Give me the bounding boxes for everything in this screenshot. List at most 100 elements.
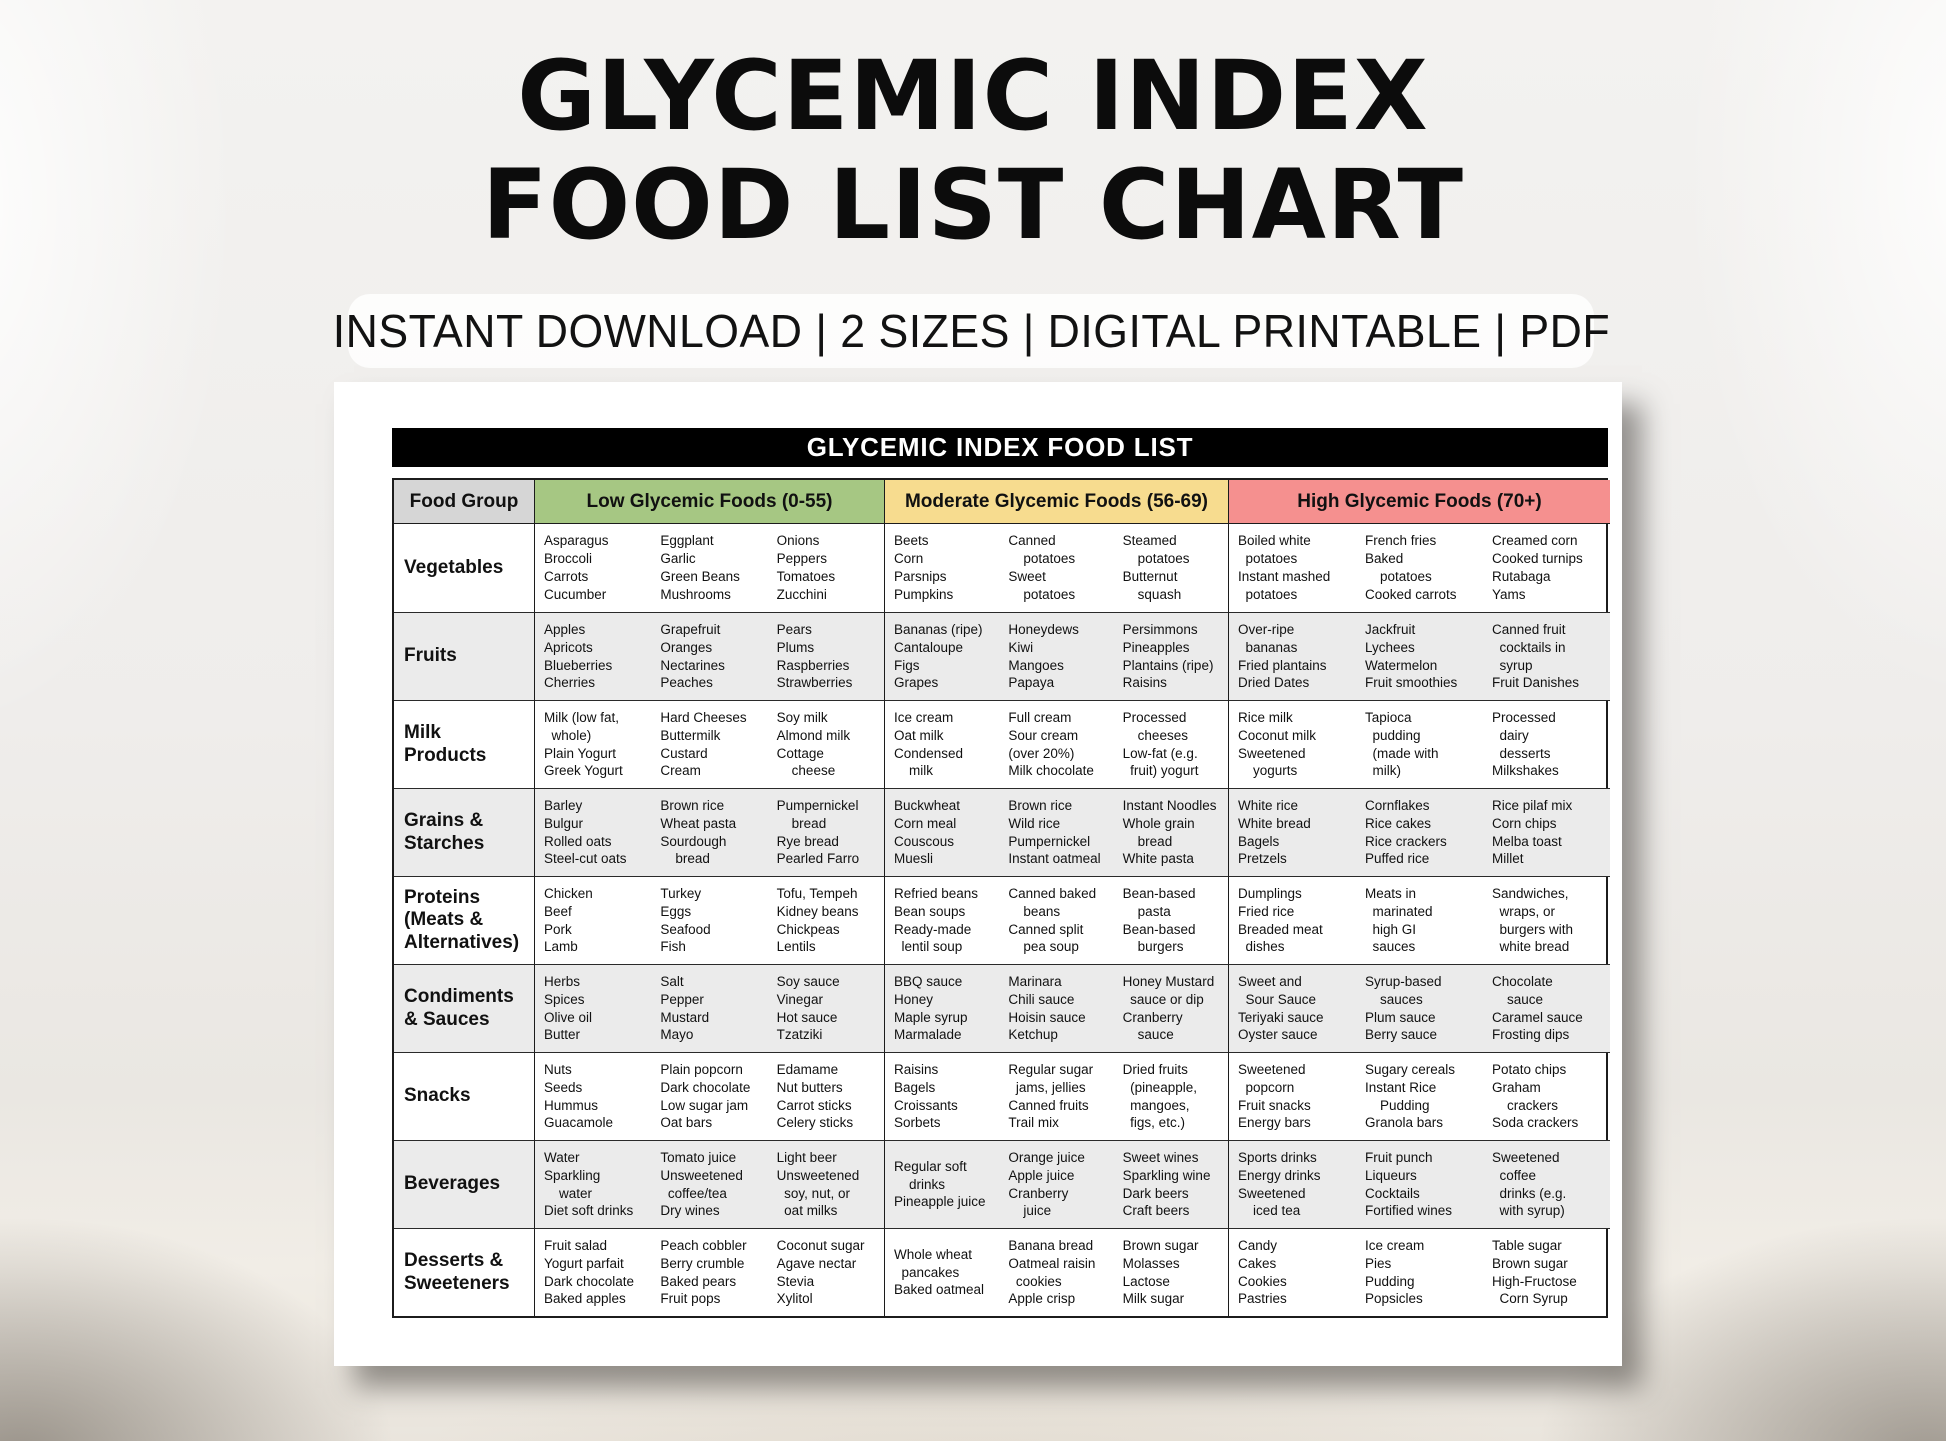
condiments-sauces-moderate-list-1: BBQ sauce Honey Maple syrup Marmalade bbox=[885, 965, 999, 1052]
fruits-high-list-3: Canned fruit cocktails in syrup Fruit Da… bbox=[1483, 613, 1610, 700]
snacks-low-list-1: Nuts Seeds Hummus Guacamole bbox=[535, 1053, 651, 1140]
food-items-text: Potato chips Graham crackers Soda cracke… bbox=[1492, 1061, 1579, 1131]
food-items-text: Meats in marinated high GI sauces bbox=[1365, 885, 1433, 955]
food-items-text: Barley Bulgur Rolled oats Steel-cut oats bbox=[544, 797, 627, 867]
gi-table: Food Group Low Glycemic Foods (0-55) Moder… bbox=[392, 478, 1610, 1318]
grains-starches-moderate-list-1: Buckwheat Corn meal Couscous Muesli bbox=[885, 789, 999, 876]
food-items-text: Pears Plums Raspberries Strawberries bbox=[776, 621, 853, 691]
vegetables-low-list-3: Onions Peppers Tomatoes Zucchini bbox=[768, 524, 884, 612]
desserts-sweeteners-moderate-list-1: Whole wheat pancakes Baked oatmeal bbox=[885, 1229, 999, 1316]
food-items-text: Grapefruit Oranges Nectarines Peaches bbox=[660, 621, 725, 691]
chart-title-text: GLYCEMIC INDEX FOOD LIST bbox=[806, 432, 1194, 462]
food-items-text: Milk (low fat, whole) Plain Yogurt Greek… bbox=[544, 709, 623, 779]
food-items-text: Peach cobbler Berry crumble Baked pears … bbox=[660, 1237, 747, 1307]
food-items-text: Soy sauce Vinegar Hot sauce Tzatziki bbox=[776, 973, 840, 1043]
beverages-moderate-cell: Regular soft drinks Pineapple juice Orang… bbox=[884, 1140, 1228, 1228]
food-items-text: Raisins Bagels Croissants Sorbets bbox=[894, 1061, 958, 1131]
milk-products-moderate-list-3: Processed cheeses Low-fat (e.g. fruit) y… bbox=[1114, 701, 1228, 788]
page-title-line-2: FOOD LIST CHART bbox=[481, 149, 1465, 262]
food-items-text: Honeydews Kiwi Mangoes Papaya bbox=[1008, 621, 1079, 691]
food-items-text: Coconut sugar Agave nectar Stevia Xylito… bbox=[776, 1237, 865, 1307]
condiments-sauces-high-list-2: Syrup-based sauces Plum sauce Berry sauc… bbox=[1356, 965, 1483, 1052]
milk-products-low-list-2: Hard Cheeses Buttermilk Custard Cream bbox=[651, 701, 767, 788]
food-items-text: Brown rice Wheat pasta Sourdough bread bbox=[660, 797, 737, 867]
condiments-sauces-low-list-3: Soy sauce Vinegar Hot sauce Tzatziki bbox=[768, 965, 884, 1052]
vegetables-high-list-3: Creamed corn Cooked turnips Rutabaga Yam… bbox=[1483, 524, 1610, 612]
beverages-high-cell: Sports drinks Energy drinks Sweetened ic… bbox=[1228, 1140, 1610, 1228]
food-items-text: Creamed corn Cooked turnips Rutabaga Yam… bbox=[1492, 533, 1583, 602]
food-items-text: Table sugar Brown sugar High-Fructose Co… bbox=[1492, 1237, 1577, 1307]
beverages-high-list-2: Fruit punch Liqueurs Cocktails Fortified… bbox=[1356, 1141, 1483, 1228]
food-items-text: Fruit punch Liqueurs Cocktails Fortified… bbox=[1365, 1149, 1453, 1219]
grains-starches-high-list-1: White rice White bread Bagels Pretzels bbox=[1229, 789, 1356, 876]
food-items-text: Ice cream Oat milk Condensed milk bbox=[894, 709, 964, 779]
desserts-sweeteners-high-list-2: Ice cream Pies Pudding Popsicles bbox=[1356, 1229, 1483, 1316]
food-items-text: Honey Mustard sauce or dip Cranberry sau… bbox=[1122, 973, 1215, 1043]
snacks-high-list-1: Sweetened popcorn Fruit snacks Energy ba… bbox=[1229, 1053, 1356, 1140]
condiments-sauces-low-list-1: Herbs Spices Olive oil Butter bbox=[535, 965, 651, 1052]
food-items-text: Brown rice Wild rice Pumpernickel Instan… bbox=[1008, 797, 1101, 867]
grains-starches-high-cell: White rice White bread Bagels Pretzels Co… bbox=[1228, 788, 1610, 876]
grains-starches-low-list-2: Brown rice Wheat pasta Sourdough bread bbox=[651, 789, 767, 876]
food-items-text: Tapioca pudding (made with milk) bbox=[1365, 709, 1439, 779]
beverages-moderate-list-2: Orange juice Apple juice Cranberry juice bbox=[999, 1141, 1113, 1228]
column-header-moderate: Moderate Glycemic Foods (56-69) bbox=[884, 480, 1228, 524]
subtitle-text: INSTANT DOWNLOAD | 2 SIZES | DIGITAL PRI… bbox=[332, 305, 1610, 357]
proteins-meats-alternatives-moderate-cell: Refried beans Bean soups Ready-made lent… bbox=[884, 876, 1228, 964]
vegetables-high-list-1: Boiled white potatoes Instant mashed pot… bbox=[1229, 524, 1356, 612]
food-items-text: Rice milk Coconut milk Sweetened yogurts bbox=[1238, 709, 1317, 779]
food-items-text: Full cream Sour cream (over 20%) Milk ch… bbox=[1008, 709, 1094, 779]
page-title: GLYCEMIC INDEX FOOD LIST CHART bbox=[0, 41, 1946, 262]
grains-starches-moderate-list-3: Instant Noodles Whole grain bread White … bbox=[1114, 789, 1228, 876]
food-items-text: Onions Peppers Tomatoes Zucchini bbox=[776, 533, 836, 602]
grains-starches-high-list-2: Cornflakes Rice cakes Rice crackers Puff… bbox=[1356, 789, 1483, 876]
desserts-sweeteners-low-list-3: Coconut sugar Agave nectar Stevia Xylito… bbox=[768, 1229, 884, 1316]
desserts-sweeteners-moderate-list-3: Brown sugar Molasses Lactose Milk sugar bbox=[1114, 1229, 1228, 1316]
food-items-text: Plain popcorn Dark chocolate Low sugar j… bbox=[660, 1061, 751, 1131]
row-label-proteins-meats-alternatives: Proteins (Meats & Alternatives) bbox=[394, 876, 534, 964]
proteins-meats-alternatives-high-list-1: Dumplings Fried rice Breaded meat dishes bbox=[1229, 877, 1356, 964]
column-header-high: High Glycemic Foods (70+) bbox=[1228, 480, 1610, 524]
food-items-text: Fruit salad Yogurt parfait Dark chocolat… bbox=[544, 1237, 635, 1307]
fruits-low-list-2: Grapefruit Oranges Nectarines Peaches bbox=[651, 613, 767, 700]
snacks-moderate-list-1: Raisins Bagels Croissants Sorbets bbox=[885, 1053, 999, 1140]
snacks-low-list-2: Plain popcorn Dark chocolate Low sugar j… bbox=[651, 1053, 767, 1140]
food-items-text: French fries Baked potatoes Cooked carro… bbox=[1365, 533, 1457, 602]
row-label-snacks: Snacks bbox=[394, 1052, 534, 1140]
food-items-text: Syrup-based sauces Plum sauce Berry sauc… bbox=[1365, 973, 1442, 1043]
condiments-sauces-low-list-2: Salt Pepper Mustard Mayo bbox=[651, 965, 767, 1052]
fruits-high-list-1: Over-ripe bananas Fried plantains Dried … bbox=[1229, 613, 1356, 700]
food-items-text: Beets Corn Parsnips Pumpkins bbox=[894, 533, 954, 602]
milk-products-high-list-3: Processed dairy desserts Milkshakes bbox=[1483, 701, 1610, 788]
food-items-text: Nuts Seeds Hummus Guacamole bbox=[544, 1061, 614, 1131]
food-items-text: Ice cream Pies Pudding Popsicles bbox=[1365, 1237, 1425, 1307]
food-items-text: Salt Pepper Mustard Mayo bbox=[660, 973, 710, 1043]
food-items-text: Regular sugar jams, jellies Canned fruit… bbox=[1008, 1061, 1094, 1131]
food-items-text: Sweet and Sour Sauce Teriyaki sauce Oyst… bbox=[1238, 973, 1324, 1043]
food-items-text: Canned potatoes Sweet potatoes bbox=[1008, 533, 1076, 602]
beverages-low-list-1: Water Sparkling water Diet soft drinks bbox=[535, 1141, 651, 1228]
condiments-sauces-moderate-list-2: Marinara Chili sauce Hoisin sauce Ketchu… bbox=[999, 965, 1113, 1052]
row-label-fruits: Fruits bbox=[394, 612, 534, 700]
proteins-meats-alternatives-high-list-3: Sandwiches, wraps, or burgers with white… bbox=[1483, 877, 1610, 964]
grains-starches-low-list-3: Pumpernickel bread Rye bread Pearled Far… bbox=[768, 789, 884, 876]
vegetables-moderate-list-1: Beets Corn Parsnips Pumpkins bbox=[885, 524, 999, 612]
food-items-text: Water Sparkling water Diet soft drinks bbox=[544, 1149, 634, 1219]
grains-starches-low-cell: Barley Bulgur Rolled oats Steel-cut oats… bbox=[534, 788, 884, 876]
fruits-moderate-list-3: Persimmons Pineapples Plantains (ripe) R… bbox=[1114, 613, 1228, 700]
row-label-condiments-sauces: Condiments & Sauces bbox=[394, 964, 534, 1052]
vegetables-low-list-2: Eggplant Garlic Green Beans Mushrooms bbox=[651, 524, 767, 612]
food-items-text: Boiled white potatoes Instant mashed pot… bbox=[1238, 533, 1331, 602]
proteins-meats-alternatives-low-list-3: Tofu, Tempeh Kidney beans Chickpeas Lent… bbox=[768, 877, 884, 964]
snacks-low-cell: Nuts Seeds Hummus Guacamole Plain popcorn… bbox=[534, 1052, 884, 1140]
milk-products-moderate-list-1: Ice cream Oat milk Condensed milk bbox=[885, 701, 999, 788]
food-items-text: Rice pilaf mix Corn chips Melba toast Mi… bbox=[1492, 797, 1573, 867]
food-items-text: Whole wheat pancakes Baked oatmeal bbox=[894, 1246, 985, 1298]
food-items-text: Canned baked beans Canned split pea soup bbox=[1008, 885, 1097, 955]
desserts-sweeteners-low-list-2: Peach cobbler Berry crumble Baked pears … bbox=[651, 1229, 767, 1316]
food-items-text: Brown sugar Molasses Lactose Milk sugar bbox=[1122, 1237, 1199, 1307]
desserts-sweeteners-low-list-1: Fruit salad Yogurt parfait Dark chocolat… bbox=[535, 1229, 651, 1316]
food-items-text: Sweetened coffee drinks (e.g. with syrup… bbox=[1492, 1149, 1567, 1219]
grains-starches-low-list-1: Barley Bulgur Rolled oats Steel-cut oats bbox=[535, 789, 651, 876]
food-items-text: Pumpernickel bread Rye bread Pearled Far… bbox=[776, 797, 860, 867]
